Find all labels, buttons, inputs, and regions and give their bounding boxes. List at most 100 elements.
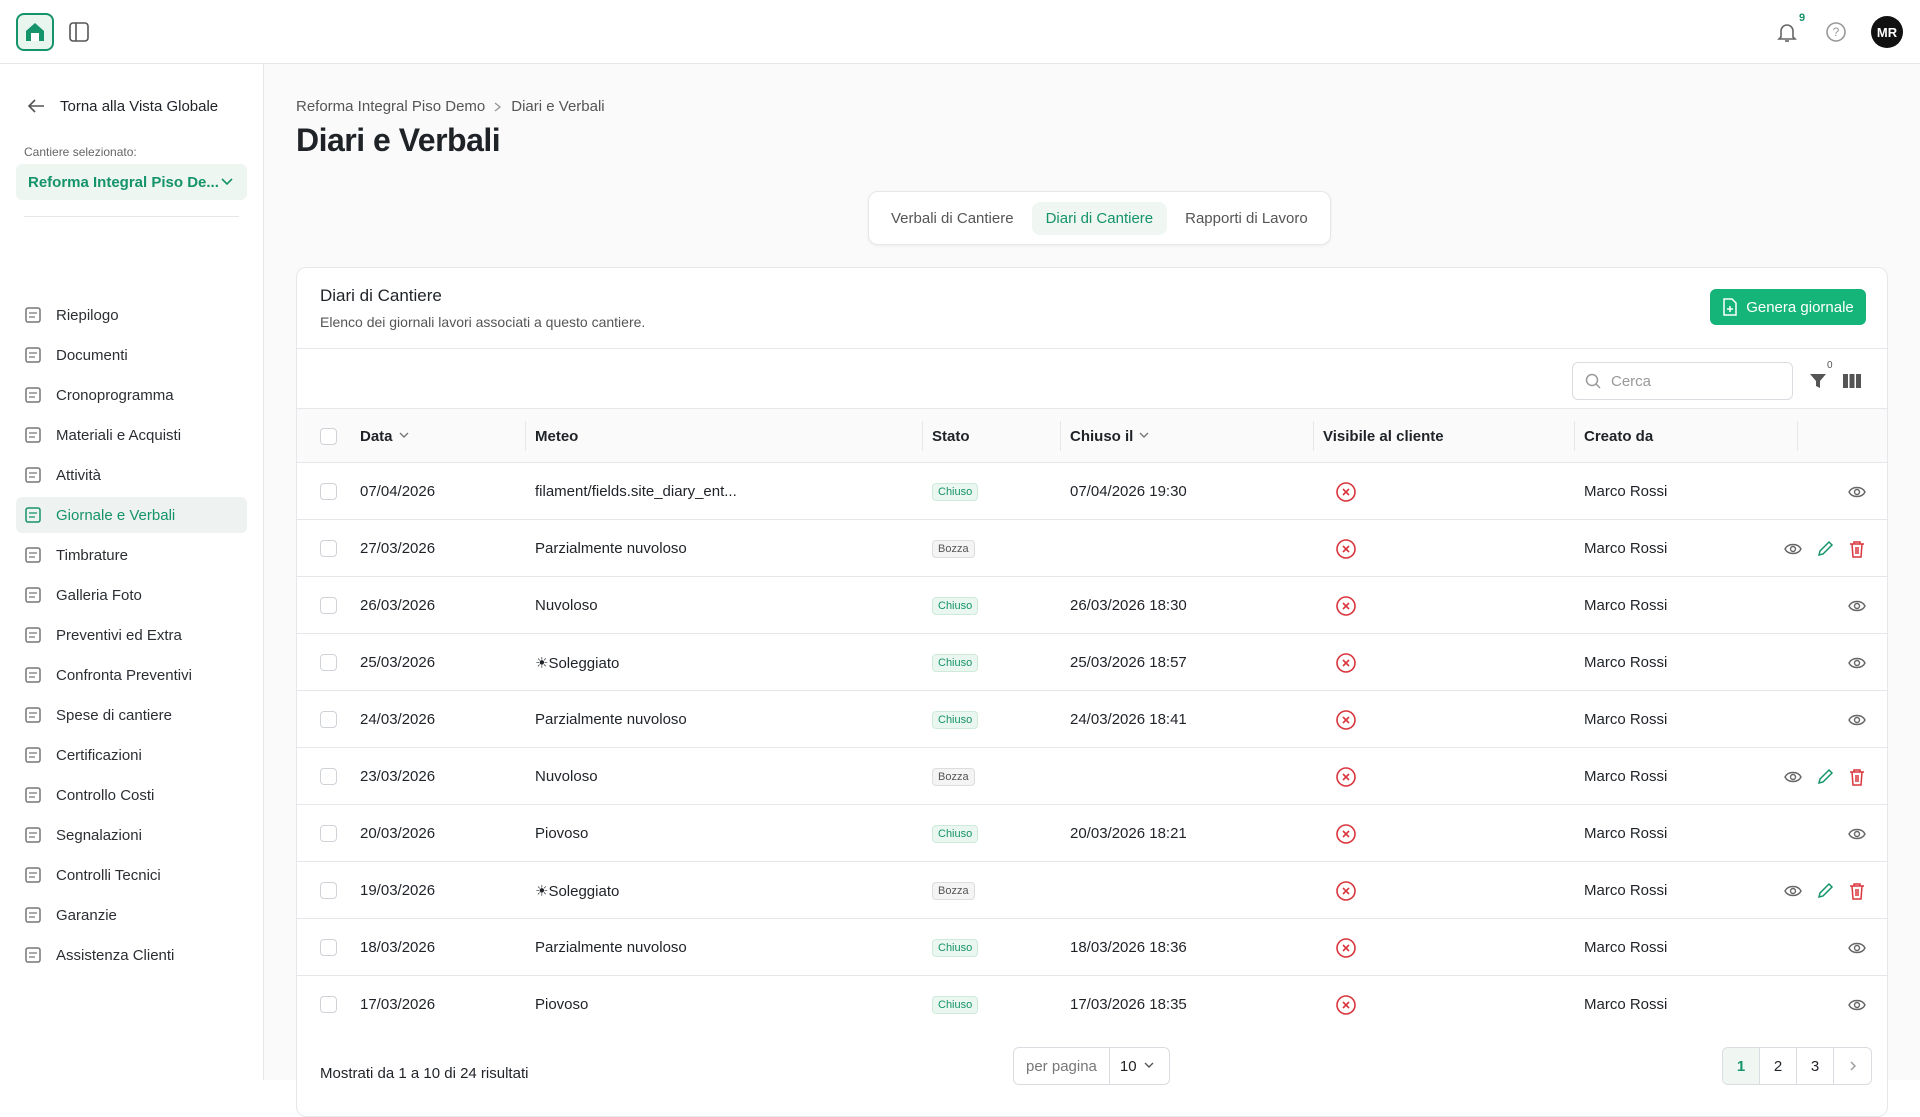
site-label: Cantiere selezionato: — [24, 145, 137, 159]
nav-label: Cronoprogramma — [56, 386, 174, 404]
row-checkbox[interactable] — [320, 825, 337, 842]
site-selector[interactable]: Reforma Integral Piso De... — [16, 164, 247, 200]
row-checkbox[interactable] — [320, 654, 337, 671]
column-divider — [1313, 421, 1314, 451]
nav-item[interactable]: Controllo Costi — [16, 777, 247, 813]
nav-label: Controlli Tecnici — [56, 866, 161, 884]
nav-item[interactable]: Spese di cantiere — [16, 697, 247, 733]
nav-item[interactable]: Riepilogo — [16, 297, 247, 333]
sidebar-toggle[interactable] — [69, 22, 89, 42]
row-checkbox[interactable] — [320, 882, 337, 899]
tab[interactable]: Diari di Cantiere — [1031, 201, 1168, 235]
next-page[interactable] — [1834, 1048, 1871, 1084]
header-cell[interactable]: Meteo — [535, 409, 578, 463]
nav-item[interactable]: Controlli Tecnici — [16, 857, 247, 893]
per-page-select: 10 — [1108, 1048, 1169, 1084]
notifications-icon[interactable] — [1776, 21, 1798, 43]
delete-action-shape — [1850, 768, 1864, 786]
view-action[interactable] — [1848, 996, 1866, 1014]
nav-icon — [25, 707, 41, 723]
nav-item[interactable]: Garanzie — [16, 897, 247, 933]
row-checkbox[interactable] — [320, 711, 337, 728]
date-cell: 25/03/2026 — [360, 654, 436, 671]
nav-icon-shape — [25, 627, 41, 643]
avatar[interactable]: MR — [1871, 16, 1903, 48]
nav-item[interactable]: Segnalazioni — [16, 817, 247, 853]
nav-item[interactable]: Assistenza Clienti — [16, 937, 247, 973]
view-action[interactable] — [1848, 654, 1866, 672]
date-cell: 27/03/2026 — [360, 540, 436, 557]
view-action[interactable] — [1848, 939, 1866, 957]
row-checkbox[interactable] — [320, 768, 337, 785]
nav-item[interactable]: Galleria Foto — [16, 577, 247, 613]
view-action[interactable] — [1784, 882, 1802, 900]
header-cell[interactable]: Stato — [932, 409, 970, 463]
nav-item[interactable]: Cronoprogramma — [16, 377, 247, 413]
edit-action[interactable] — [1816, 768, 1834, 786]
nav-item[interactable]: Preventivi ed Extra — [16, 617, 247, 653]
select-all-checkbox[interactable] — [320, 427, 337, 445]
filter-icon[interactable] — [1809, 372, 1827, 390]
visible-cell — [1335, 919, 1357, 976]
edit-action-shape — [1817, 768, 1834, 784]
nav-item[interactable]: Confronta Preventivi — [16, 657, 247, 693]
date-cell: 19/03/2026 — [360, 882, 436, 899]
view-action[interactable] — [1848, 711, 1866, 729]
status-badge: Chiuso — [932, 596, 979, 615]
nav-icon-shape — [29, 712, 37, 718]
view-action[interactable] — [1784, 768, 1802, 786]
nav-item[interactable]: Giornale e Verbali — [16, 497, 247, 533]
nav-icon — [25, 627, 41, 643]
view-action[interactable] — [1848, 597, 1866, 615]
edit-action[interactable] — [1816, 540, 1834, 558]
nav-item[interactable]: Materiali e Acquisti — [16, 417, 247, 453]
notification-count: 9 — [1799, 12, 1806, 24]
nav-icon — [25, 427, 41, 443]
row-checkbox[interactable] — [320, 939, 337, 956]
delete-action-shape — [1850, 882, 1864, 900]
closed-cell: 25/03/2026 18:57 — [1070, 654, 1187, 671]
nav-item[interactable]: Certificazioni — [16, 737, 247, 773]
view-action[interactable] — [1848, 825, 1866, 843]
row-checkbox[interactable] — [320, 483, 337, 500]
header-cell[interactable]: Visibile al cliente — [1323, 409, 1444, 463]
delete-action[interactable] — [1848, 540, 1866, 558]
breadcrumb-item[interactable]: Reforma Integral Piso Demo — [296, 98, 486, 115]
nav-icon — [25, 587, 41, 603]
page-button[interactable]: 3 — [1797, 1048, 1834, 1084]
search-input[interactable]: Cerca — [1572, 362, 1793, 400]
view-action[interactable] — [1784, 540, 1802, 558]
date-cell: 07/04/2026 — [360, 483, 436, 500]
nav-item[interactable]: Documenti — [16, 337, 247, 373]
row-checkbox[interactable] — [320, 540, 337, 557]
view-action[interactable] — [1848, 483, 1866, 501]
generate-button[interactable]: Genera giornale — [1710, 289, 1866, 325]
page-button[interactable]: 1 — [1723, 1048, 1760, 1084]
nav-icon-shape — [25, 667, 41, 683]
nav-item[interactable]: Timbrature — [16, 537, 247, 573]
delete-action[interactable] — [1848, 768, 1866, 786]
delete-action[interactable] — [1848, 882, 1866, 900]
nav-icon-shape — [29, 832, 37, 838]
logo[interactable] — [16, 13, 54, 51]
tab[interactable]: Rapporti di Lavoro — [1185, 209, 1308, 227]
tab[interactable]: Verbali di Cantiere — [891, 209, 1014, 227]
columns-icon[interactable] — [1842, 372, 1862, 390]
help-icon[interactable]: ? — [1825, 21, 1847, 43]
nav-icon — [25, 467, 41, 483]
page-button[interactable]: 2 — [1760, 1048, 1797, 1084]
view-action-shape — [1848, 942, 1866, 953]
cell — [320, 862, 337, 919]
header-cell[interactable]: Data — [360, 409, 413, 463]
meteo-cell: Piovoso — [535, 825, 589, 842]
row-checkbox[interactable] — [320, 996, 337, 1013]
header-cell[interactable]: Chiuso il — [1070, 409, 1153, 463]
row-checkbox[interactable] — [320, 597, 337, 614]
nav-icon-shape — [25, 467, 41, 483]
header-cell[interactable]: Creato da — [1584, 409, 1653, 463]
closed-cell: 20/03/2026 18:21 — [1070, 825, 1187, 842]
back-link[interactable]: Torna alla Vista Globale — [26, 96, 218, 116]
per-page[interactable]: per pagina 10 — [1013, 1047, 1170, 1085]
edit-action[interactable] — [1816, 882, 1834, 900]
nav-item[interactable]: Attività — [16, 457, 247, 493]
